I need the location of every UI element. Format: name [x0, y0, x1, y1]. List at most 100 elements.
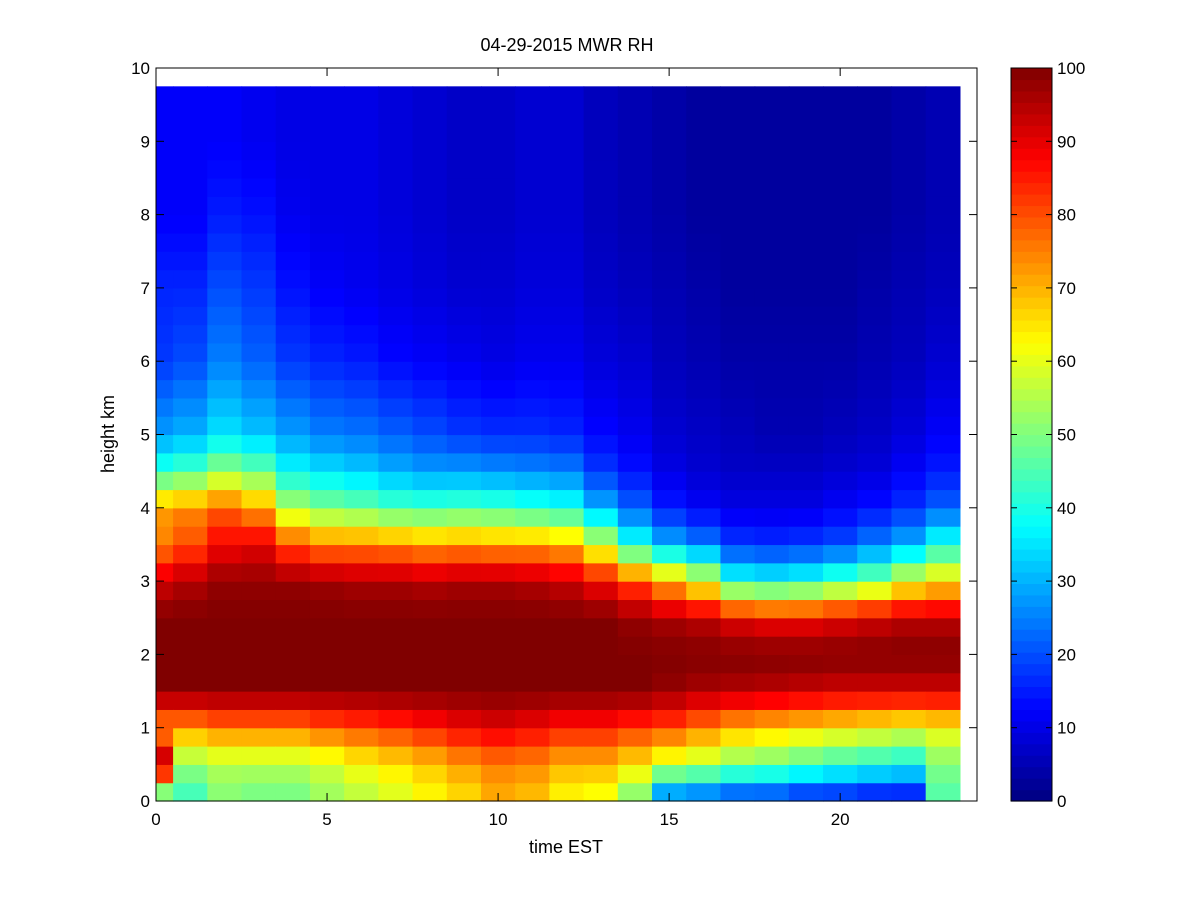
heatmap-cell [480, 122, 516, 142]
heatmap-cell [344, 104, 379, 124]
heatmap-cell [173, 122, 208, 142]
colorbar-ticks: 0 10 20 30 40 50 60 70 80 90 100 [1011, 59, 1085, 811]
heatmap-cell [857, 727, 893, 747]
heatmap-cell [412, 214, 448, 234]
heatmap-cell [652, 361, 687, 381]
heatmap-cell [891, 361, 927, 381]
heatmap-cell [925, 507, 961, 527]
y-tick-label: 3 [141, 572, 150, 591]
heatmap-cell [891, 269, 927, 289]
heatmap-cell [173, 306, 208, 326]
colorbar-step [1011, 262, 1052, 275]
heatmap-cell [823, 581, 858, 601]
heatmap-cell [207, 562, 243, 582]
heatmap-cell [412, 86, 448, 106]
heatmap-cell [309, 782, 345, 802]
heatmap-cell [857, 599, 893, 619]
heatmap-cell [241, 617, 277, 637]
heatmap-cell [309, 397, 345, 417]
heatmap-cell [891, 232, 927, 252]
heatmap-cell [480, 306, 516, 326]
heatmap-cell [275, 654, 311, 674]
heatmap-cell [720, 342, 756, 362]
heatmap-cell [823, 177, 858, 197]
heatmap-cell [652, 342, 687, 362]
colorbar-step [1011, 423, 1052, 436]
heatmap-cell [241, 691, 277, 710]
heatmap-cell [344, 727, 379, 747]
heatmap-cell [275, 434, 311, 454]
heatmap-cell [857, 104, 893, 124]
heatmap-cell [823, 617, 858, 637]
heatmap-cell [583, 746, 619, 765]
heatmap-cell [788, 562, 824, 582]
heatmap-cell [788, 379, 824, 399]
heatmap-cell [754, 507, 790, 527]
heatmap-cell [549, 452, 585, 472]
heatmap-cell [823, 122, 858, 142]
heatmap-cell [446, 581, 482, 601]
heatmap-cell [788, 342, 824, 362]
heatmap-cell [788, 581, 824, 601]
heatmap-cell [617, 379, 653, 399]
heatmap-cell [583, 599, 619, 619]
heatmap-cell [857, 214, 893, 234]
heatmap-cell [823, 471, 858, 491]
heatmap-cell [446, 764, 482, 784]
heatmap-cell [515, 654, 550, 674]
heatmap-cell [686, 764, 722, 784]
heatmap-cell [412, 489, 448, 509]
heatmap-cell [412, 782, 448, 802]
heatmap-cell [583, 342, 619, 362]
y-tick-label: 0 [141, 792, 150, 811]
heatmap-cell [207, 251, 243, 271]
heatmap-cell [156, 177, 174, 197]
heatmap-cell [344, 416, 379, 436]
heatmap-cell [344, 599, 379, 619]
heatmap-cell [583, 507, 619, 527]
heatmap-cell [549, 232, 585, 252]
heatmap-cell [378, 232, 414, 252]
heatmap-cell [515, 434, 550, 454]
heatmap-cell [275, 782, 311, 802]
heatmap-cell [754, 397, 790, 417]
heatmap-cell [480, 562, 516, 582]
heatmap-cell [156, 654, 174, 674]
heatmap-cell [412, 452, 448, 472]
heatmap-cell [686, 709, 722, 729]
heatmap-cell [549, 397, 585, 417]
heatmap-cell [309, 727, 345, 747]
heatmap-cell [446, 287, 482, 307]
heatmap-cell [823, 196, 858, 216]
heatmap-cell [652, 526, 687, 546]
heatmap-cell [207, 159, 243, 179]
heatmap-cell [207, 489, 243, 509]
heatmap-cell [857, 526, 893, 546]
heatmap-cell [788, 159, 824, 179]
heatmap-cell [823, 342, 858, 362]
heatmap-cell [412, 581, 448, 601]
heatmap-cell [515, 196, 550, 216]
heatmap-cell [515, 141, 550, 161]
heatmap-cell [617, 269, 653, 289]
heatmap-cell [891, 654, 927, 674]
heatmap-cell [241, 471, 277, 491]
heatmap-cell [549, 416, 585, 436]
heatmap-cell [583, 727, 619, 747]
heatmap-cell [378, 562, 414, 582]
heatmap-cell [720, 617, 756, 637]
heatmap-cell [378, 86, 414, 106]
heatmap-cell [515, 86, 550, 106]
heatmap-cell [173, 361, 208, 381]
heatmap-cell [754, 104, 790, 124]
heatmap-cell [412, 691, 448, 710]
heatmap-cell [652, 764, 687, 784]
heatmap-cell [583, 416, 619, 436]
heatmap-cell [412, 654, 448, 674]
heatmap-cell [617, 507, 653, 527]
heatmap-cell [344, 86, 379, 106]
heatmap-cell [344, 159, 379, 179]
heatmap-cell [344, 397, 379, 417]
heatmap-cell [344, 489, 379, 509]
heatmap-cell [788, 104, 824, 124]
